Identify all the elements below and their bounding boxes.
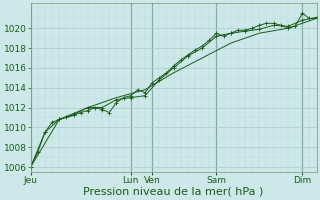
X-axis label: Pression niveau de la mer( hPa ): Pression niveau de la mer( hPa ) <box>84 187 264 197</box>
